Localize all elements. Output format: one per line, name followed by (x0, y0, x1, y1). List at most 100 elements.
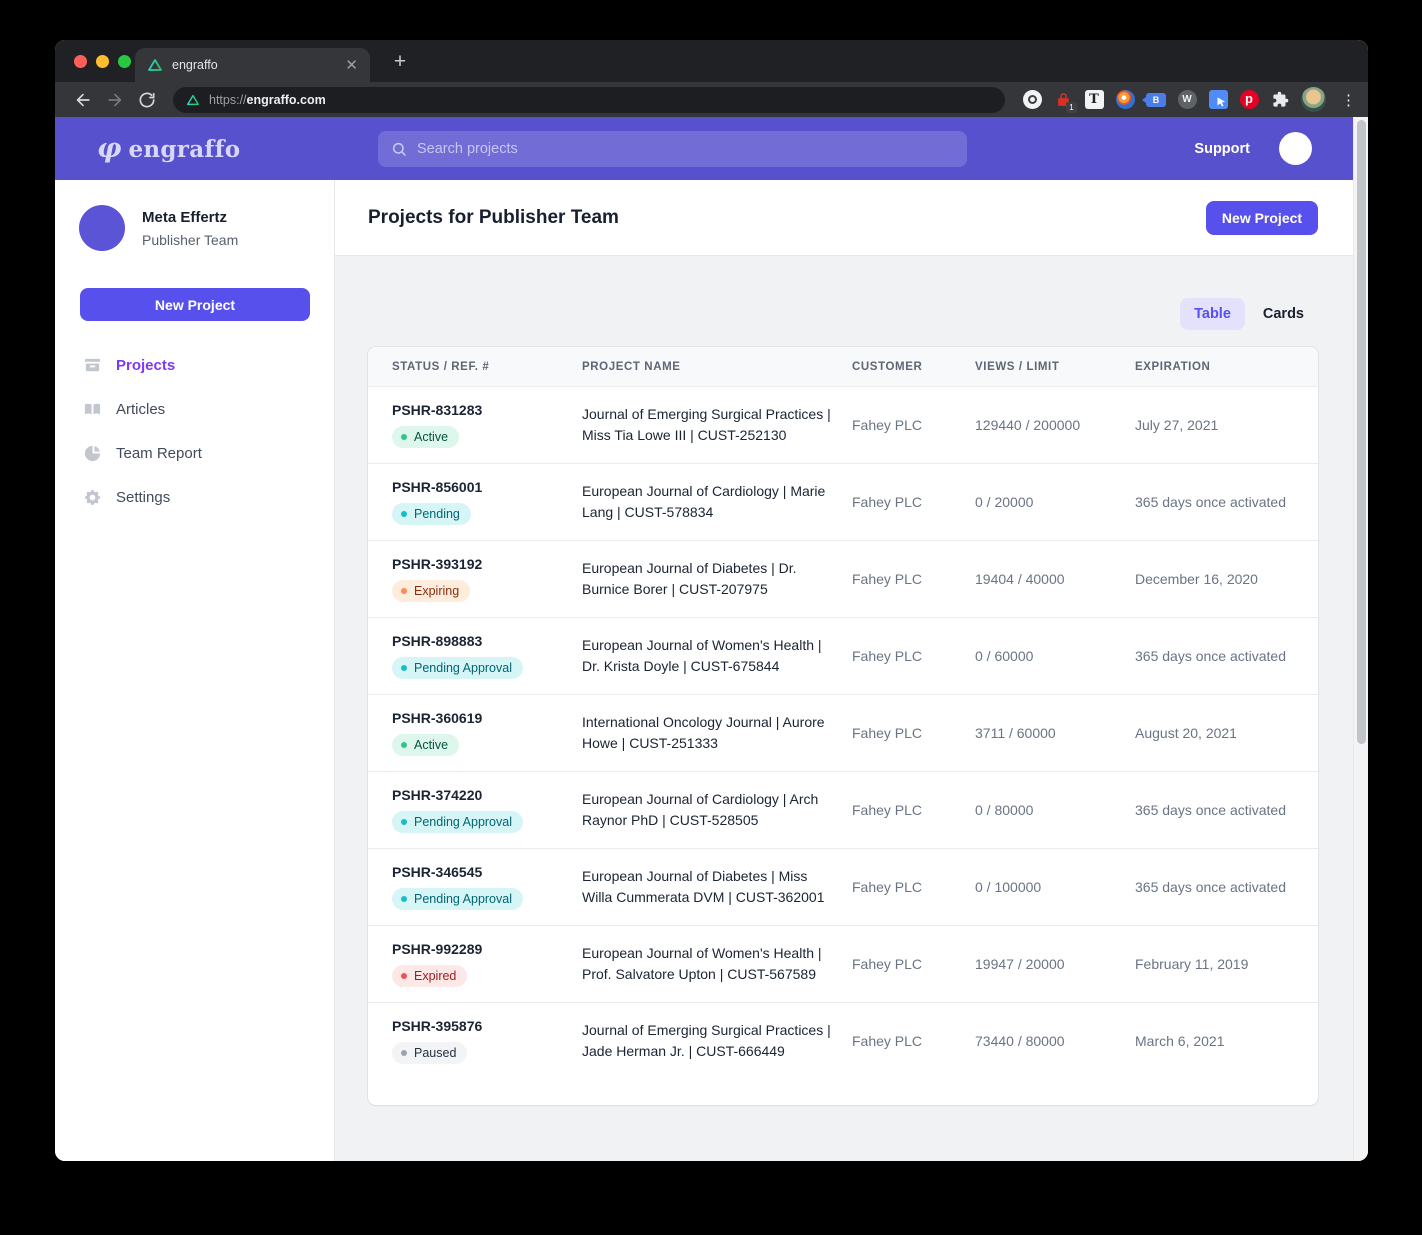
back-icon[interactable] (73, 90, 93, 110)
page-scrollbar[interactable] (1353, 117, 1368, 1161)
row-customer: Fahey PLC (852, 956, 923, 972)
search-box[interactable] (378, 131, 967, 167)
row-project-name: European Journal of Cardiology | Marie L… (582, 483, 826, 520)
row-views: 19404 / 40000 (975, 571, 1065, 587)
sidebar-item-articles[interactable]: Articles (55, 387, 334, 431)
extension-tag-icon[interactable]: B (1142, 90, 1166, 110)
status-badge: Active (392, 734, 460, 756)
row-customer: Fahey PLC (852, 494, 923, 510)
table-row[interactable]: PSHR-346545 Pending Approval European Jo… (368, 849, 1318, 926)
new-project-button[interactable]: New Project (1206, 200, 1318, 235)
row-expiration: August 20, 2021 (1135, 725, 1237, 741)
browser-tab[interactable]: engraffo ✕ (135, 48, 370, 82)
row-expiration: July 27, 2021 (1135, 417, 1219, 433)
scrollbar-thumb[interactable] (1356, 120, 1366, 744)
support-link[interactable]: Support (1194, 140, 1250, 157)
status-label: Pending Approval (414, 661, 512, 675)
row-views: 3711 / 60000 (975, 725, 1056, 741)
toggle-table[interactable]: Table (1180, 298, 1245, 330)
status-dot-icon (401, 819, 407, 825)
header-right: Support (1194, 117, 1312, 180)
reload-icon[interactable] (137, 90, 157, 110)
browser-menu-icon[interactable]: ⋮ (1341, 91, 1356, 109)
row-expiration: February 11, 2019 (1135, 956, 1249, 972)
extension-lens-icon[interactable] (1115, 90, 1135, 110)
status-label: Expiring (414, 584, 460, 598)
table-row[interactable]: PSHR-395876 Paused Journal of Emerging S… (368, 1003, 1318, 1079)
tab-close-icon[interactable]: ✕ (345, 56, 358, 74)
table-row[interactable]: PSHR-360619 Active International Oncolog… (368, 695, 1318, 772)
table-row[interactable]: PSHR-374220 Pending Approval European Jo… (368, 772, 1318, 849)
row-expiration: 365 days once activated (1135, 648, 1286, 664)
extensions-puzzle-icon[interactable] (1270, 90, 1290, 110)
url-favicon-icon (186, 94, 200, 105)
row-ref: PSHR-393192 (392, 556, 483, 572)
logo-text: engraffo (128, 136, 241, 163)
url-bar[interactable]: https://engraffo.com (173, 86, 1005, 113)
status-dot-icon (401, 1050, 407, 1056)
table-row[interactable]: PSHR-992289 Expired European Journal of … (368, 926, 1318, 1003)
table-body: PSHR-831283 Active Journal of Emerging S… (368, 387, 1318, 1079)
status-badge: Expiring (392, 580, 471, 602)
sidebar-item-label: Articles (116, 400, 166, 418)
table-row[interactable]: PSHR-856001 Pending European Journal of … (368, 464, 1318, 541)
url-protocol: https:// (209, 92, 247, 107)
table-row[interactable]: PSHR-898883 Pending Approval European Jo… (368, 618, 1318, 695)
status-label: Pending (414, 507, 460, 521)
row-views: 0 / 60000 (975, 648, 1034, 664)
column-header: Expiration (1135, 360, 1211, 373)
column-header: Project Name (582, 360, 681, 373)
status-label: Expired (414, 969, 457, 983)
status-badge: Pending Approval (392, 657, 523, 679)
extension-t-icon[interactable]: T (1084, 90, 1104, 110)
status-ref-cell: PSHR-346545 Pending Approval (392, 864, 582, 910)
password-manager-icon[interactable]: 1 (1053, 90, 1077, 113)
profile-team: Publisher Team (142, 231, 239, 248)
forward-icon[interactable] (105, 90, 125, 110)
row-ref: PSHR-346545 (392, 864, 483, 880)
user-avatar[interactable] (1279, 132, 1312, 165)
extension-disc-icon[interactable] (1022, 90, 1042, 110)
site-favicon-icon (148, 59, 162, 71)
window-zoom-button[interactable] (118, 55, 131, 68)
sidebar-item-label: Projects (116, 356, 176, 374)
sidebar-nav: Projects Articles Team Report Setti (55, 343, 334, 519)
table-row-partial (368, 1079, 1318, 1105)
main-content: Projects for Publisher Team New Project … (335, 180, 1368, 1161)
sidebar: Meta Effertz Publisher Team New Project … (55, 180, 335, 1161)
page-title: Projects for Publisher Team (368, 206, 619, 228)
status-badge: Pending (392, 503, 471, 525)
sidebar-item-settings[interactable]: Settings (55, 475, 334, 519)
sidebar-new-project-button[interactable]: New Project (80, 288, 310, 321)
logo-symbol: φ (97, 133, 122, 164)
extension-cursor-icon[interactable] (1208, 90, 1228, 110)
toggle-cards[interactable]: Cards (1262, 306, 1304, 322)
table-row[interactable]: PSHR-393192 Expiring European Journal of… (368, 541, 1318, 618)
profile-name: Meta Effertz (142, 208, 228, 226)
new-tab-button[interactable]: + (393, 50, 407, 73)
row-project-name: European Journal of Diabetes | Miss Will… (582, 868, 825, 905)
row-customer: Fahey PLC (852, 571, 923, 587)
view-toggle: Table Cards (368, 298, 1318, 330)
status-label: Pending Approval (414, 892, 512, 906)
table-row[interactable]: PSHR-831283 Active Journal of Emerging S… (368, 387, 1318, 464)
row-project-name: European Journal of Diabetes | Dr. Burni… (582, 560, 797, 597)
search-input[interactable] (417, 141, 954, 157)
window-minimize-button[interactable] (96, 55, 109, 68)
row-views: 129440 / 200000 (975, 417, 1081, 433)
status-ref-cell: PSHR-992289 Expired (392, 941, 582, 987)
status-dot-icon (401, 588, 407, 594)
window-close-button[interactable] (74, 55, 87, 68)
url-domain: engraffo.com (246, 92, 326, 107)
sidebar-item-team-report[interactable]: Team Report (55, 431, 334, 475)
sidebar-item-label: Settings (116, 488, 171, 506)
column-header: Customer (852, 360, 923, 373)
sidebar-item-projects[interactable]: Projects (55, 343, 334, 387)
extension-w-icon[interactable]: W (1177, 90, 1197, 110)
browser-profile-avatar[interactable] (1301, 87, 1326, 112)
pinterest-icon[interactable]: p (1239, 90, 1259, 110)
status-dot-icon (401, 742, 407, 748)
status-ref-cell: PSHR-898883 Pending Approval (392, 633, 582, 679)
row-ref: PSHR-395876 (392, 1018, 483, 1034)
row-views: 0 / 100000 (975, 879, 1042, 895)
